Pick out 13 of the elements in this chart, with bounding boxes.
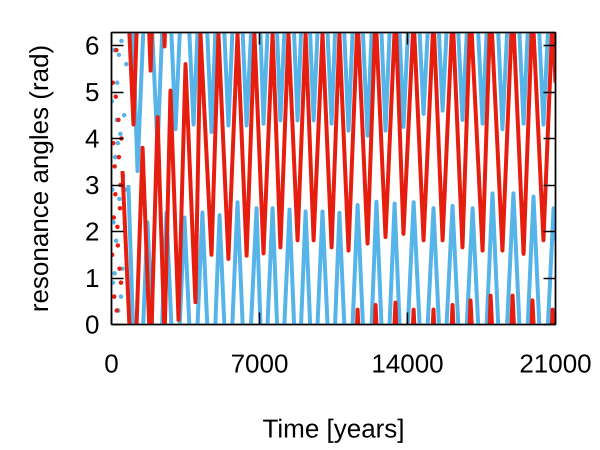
y-tick-label: 6 <box>85 30 100 61</box>
y-tick-label: 5 <box>85 77 100 108</box>
x-tick-label: 14000 <box>371 348 444 378</box>
y-axis-title: resonance angles (rad) <box>24 44 54 312</box>
y-tick-label: 4 <box>85 124 100 154</box>
x-tick-label: 0 <box>104 348 119 378</box>
y-tick-label: 0 <box>85 310 100 340</box>
y-tick-label: 1 <box>85 263 100 294</box>
x-tick-label: 21000 <box>519 348 592 378</box>
x-axis-title: Time [years] <box>262 414 405 444</box>
x-tick-label: 7000 <box>230 348 288 378</box>
y-tick-label: 2 <box>85 216 100 247</box>
y-tick-label: 3 <box>85 170 100 200</box>
